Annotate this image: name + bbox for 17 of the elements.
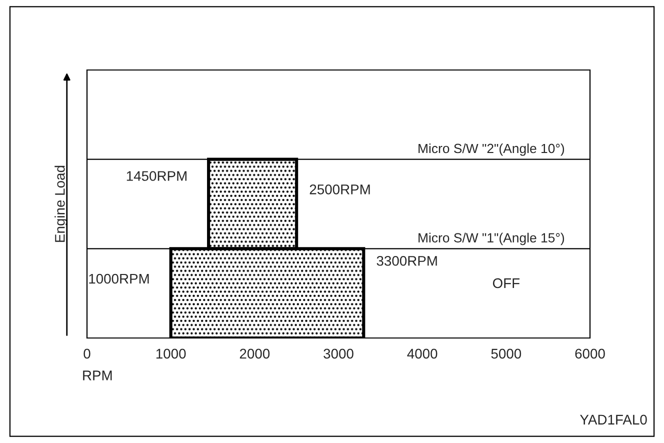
x-tick-label: 0 [84, 348, 90, 359]
x-tick-label: 2000 [240, 348, 270, 359]
text: YAD1FAL0 [580, 414, 647, 425]
x-axis-title: RPM [83, 370, 112, 380]
annotation: 3300RPM [376, 256, 437, 266]
y-axis-title: Engine Load [54, 166, 68, 242]
annotation: 1450RPM [126, 171, 186, 181]
annotation: OFF [492, 278, 520, 288]
x-tick-label: 1000 [156, 348, 186, 359]
text: Micro S/W "1"(Angle 15°) [418, 232, 564, 246]
x-tick-label: 3000 [324, 348, 354, 359]
x-tick-label: 4000 [407, 348, 438, 359]
x-tick-label: 5000 [491, 348, 522, 359]
annotation: 1000RPM [89, 274, 149, 284]
text: Micro S/W "2"(Angle 10°) [418, 143, 564, 156]
x-tick-label: 6000 [575, 348, 605, 359]
annotation: 2500RPM [310, 184, 370, 194]
